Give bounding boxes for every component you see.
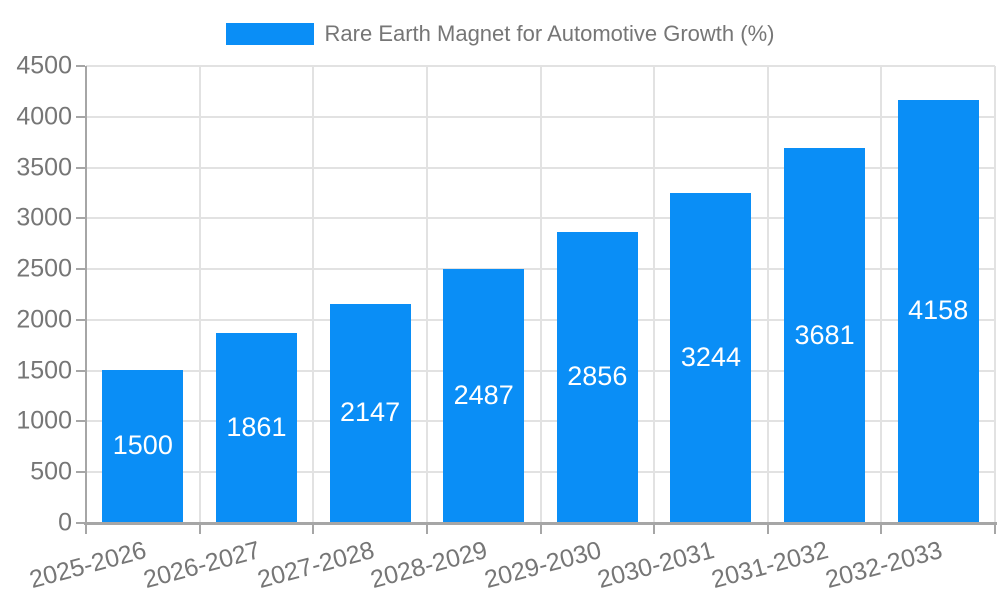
bar-2030-2031: 3244	[670, 192, 752, 522]
x-axis-tick	[312, 525, 315, 534]
bar-2029-2030: 2856	[556, 231, 638, 522]
legend-swatch	[225, 23, 314, 45]
x-tick-label: 2030-2031	[594, 536, 718, 595]
y-axis-tick	[76, 369, 85, 372]
x-axis-tick	[198, 525, 201, 534]
gridline-vertical	[198, 66, 201, 523]
bar-2026-2027: 1861	[215, 333, 297, 522]
gridline-vertical	[312, 66, 315, 523]
bar-value-label: 4158	[908, 295, 969, 326]
bar-value-label: 3244	[680, 341, 741, 372]
x-axis-tick	[425, 525, 428, 534]
legend-series-label: Rare Earth Magnet for Automotive Growth …	[324, 21, 775, 46]
y-tick-label: 0	[58, 508, 72, 537]
gridline-vertical	[653, 66, 656, 523]
x-tick-label: 2032-2033	[822, 536, 945, 595]
bar-2031-2032: 3681	[784, 148, 866, 522]
y-axis-tick	[76, 522, 85, 524]
y-tick-label: 2000	[16, 305, 72, 334]
gridline-vertical	[994, 66, 996, 523]
y-axis-tick	[76, 115, 85, 118]
bar-value-label: 1861	[226, 412, 287, 442]
chart-legend: Rare Earth Magnet for Automotive Growth …	[0, 21, 1000, 47]
x-axis-tick	[766, 525, 769, 534]
y-axis-tick	[76, 318, 85, 321]
bar-value-label: 2147	[340, 397, 401, 428]
x-axis-tick	[539, 525, 542, 534]
x-tick-label: 2028-2029	[367, 536, 491, 595]
y-axis-tick	[76, 268, 85, 271]
y-axis-tick	[76, 217, 85, 220]
gridline-vertical	[425, 66, 428, 523]
bar-value-label: 3681	[794, 319, 855, 350]
gridline-vertical	[880, 66, 883, 523]
y-axis-tick	[76, 65, 85, 67]
x-axis-line	[84, 522, 997, 525]
x-tick-label: 2025-2026	[26, 536, 150, 595]
x-tick-label: 2031-2032	[708, 536, 832, 595]
x-axis-tick	[85, 525, 87, 534]
y-axis-line	[85, 66, 87, 525]
y-tick-label: 1500	[16, 356, 72, 385]
y-axis-tick	[76, 166, 85, 169]
bar-value-label: 1500	[112, 430, 173, 461]
plot-area: 1500 1861 2147 2487 2856 3244 3681 4158	[76, 65, 997, 534]
gridline-vertical	[539, 66, 542, 523]
y-tick-label: 500	[30, 457, 72, 486]
bar-2032-2033: 4158	[897, 99, 979, 522]
y-tick-label: 4500	[16, 51, 72, 80]
y-tick-label: 2500	[16, 254, 72, 283]
bar-2025-2026: 1500	[102, 369, 184, 522]
bar-2028-2029: 2487	[443, 269, 525, 522]
bar-value-label: 2856	[567, 361, 628, 392]
x-axis-tick	[653, 525, 656, 534]
x-tick-label: 2026-2027	[140, 536, 264, 595]
bar-value-label: 2487	[453, 380, 514, 411]
y-axis-tick	[76, 471, 85, 474]
x-axis-tick	[880, 525, 883, 534]
y-tick-label: 4000	[16, 102, 72, 131]
gridline-vertical	[766, 66, 769, 523]
x-axis-tick	[994, 525, 996, 534]
x-tick-label: 2029-2030	[481, 536, 605, 595]
y-tick-label: 3000	[16, 203, 72, 232]
x-tick-label: 2027-2028	[254, 536, 377, 595]
y-axis-tick	[76, 420, 85, 423]
y-tick-label: 1000	[16, 406, 72, 435]
y-tick-label: 3500	[16, 153, 72, 182]
bar-2027-2028: 2147	[329, 303, 411, 522]
